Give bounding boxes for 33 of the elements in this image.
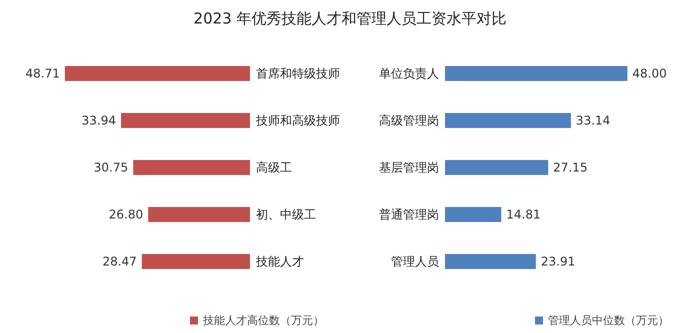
legend-label: 管理人员中位数（万元） [548, 314, 669, 327]
data-label: 14.81 [506, 208, 541, 222]
bar [121, 113, 250, 128]
bar [133, 160, 250, 175]
y-tick-label: 普通管理岗 [379, 208, 439, 222]
bar [445, 254, 536, 269]
data-label: 48.71 [26, 66, 60, 80]
data-label: 23.91 [540, 254, 576, 268]
data-label: 33.94 [82, 114, 116, 128]
y-tick-label: 基层管理岗 [379, 160, 439, 174]
data-label: 26.80 [108, 208, 144, 222]
bar [148, 207, 250, 222]
bar [445, 66, 628, 81]
data-label: 28.47 [102, 254, 137, 268]
y-tick-label: 单位负责人 [379, 66, 439, 80]
data-label: 27.15 [553, 160, 588, 174]
bar [445, 113, 571, 128]
y-tick-label: 技师和高级技师 [255, 114, 340, 128]
bar [445, 160, 548, 175]
y-tick-label: 管理人员 [391, 254, 439, 268]
y-tick-label: 技能人才 [255, 254, 304, 268]
bar [142, 254, 250, 269]
data-label: 30.75 [94, 160, 128, 174]
text: 2023 年优秀技能人才和管理人员工资水平对比 [194, 10, 506, 28]
y-tick-label: 高级工 [256, 160, 292, 174]
bar [445, 207, 502, 222]
y-tick-label: 初、中级工 [256, 208, 316, 222]
legend-label: 技能人才高位数（万元） [202, 314, 324, 327]
data-label: 33.14 [576, 114, 610, 128]
y-tick-label: 首席和特级技师 [256, 66, 340, 80]
data-label: 48.00 [632, 66, 667, 80]
y-tick-label: 高级管理岗 [379, 114, 439, 128]
bar [64, 66, 250, 81]
